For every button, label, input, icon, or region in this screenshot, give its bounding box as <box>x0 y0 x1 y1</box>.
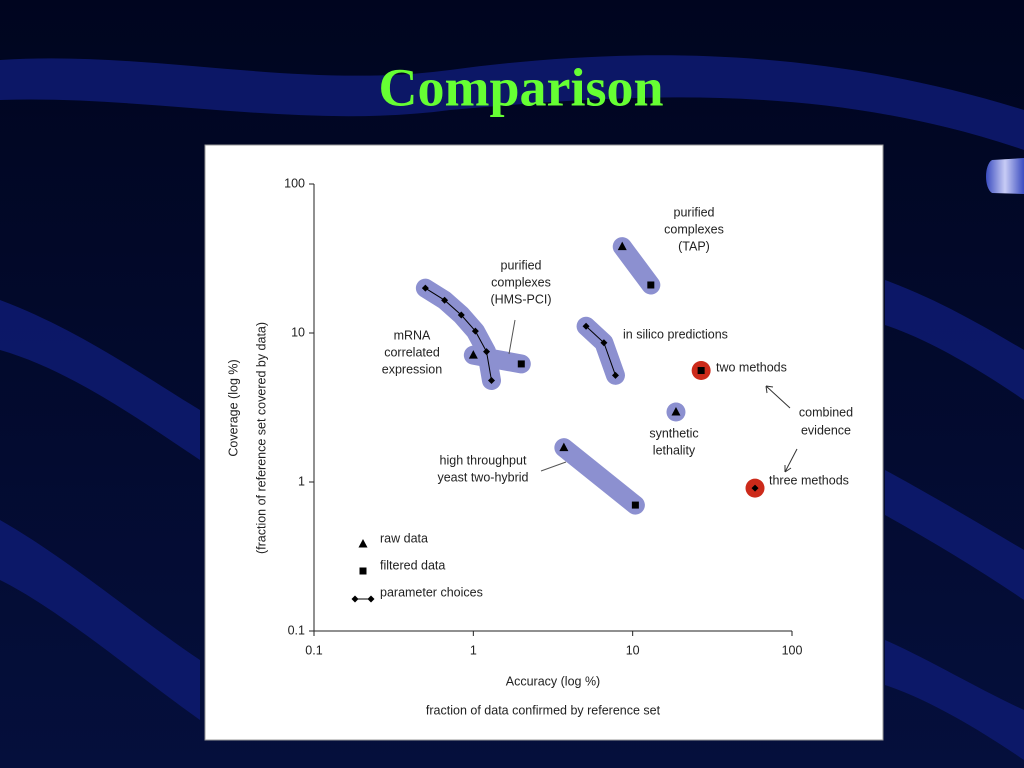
chart: 0.1 1 10 100 0.1 1 10 100 Accuracy (log %) fracti… <box>226 176 853 717</box>
arrow <box>765 385 791 409</box>
annotation: combined <box>799 405 853 419</box>
series-label: expression <box>382 362 442 376</box>
series-label: synthetic <box>649 426 698 440</box>
series-label: correlated <box>384 345 440 359</box>
background-waves <box>0 55 1024 760</box>
series-label: yeast two-hybrid <box>437 470 528 484</box>
arrow <box>784 448 798 473</box>
square-marker <box>517 360 525 368</box>
diamond-marker <box>600 339 608 347</box>
series-label: three methods <box>769 473 849 487</box>
series-label: (TAP) <box>678 239 710 253</box>
triangle-marker <box>468 350 478 359</box>
y-tick-label: 10 <box>291 325 305 339</box>
series-label: purified <box>501 258 542 272</box>
diamond-marker <box>441 296 449 304</box>
square-marker <box>631 501 639 509</box>
y-tick-label: 0.1 <box>288 623 305 637</box>
series-label: lethality <box>653 443 696 457</box>
diamond-marker <box>582 322 590 330</box>
triangle-marker <box>617 241 627 251</box>
diamond-marker <box>421 284 429 292</box>
series-label: complexes <box>664 222 724 236</box>
y-axis-label: Coverage (log %) <box>226 359 240 456</box>
leader-line <box>540 461 567 472</box>
decor-tab <box>986 158 1024 194</box>
legend-label: parameter choices <box>380 585 483 599</box>
cluster-highlight <box>612 237 661 295</box>
x-tick-label: 1 <box>470 643 477 657</box>
y-tick-label: 1 <box>298 474 305 488</box>
series-label: mRNA <box>394 328 431 342</box>
cluster-highlight <box>463 345 531 374</box>
diamond-marker <box>367 595 375 603</box>
series-label: complexes <box>491 275 551 289</box>
x-axis-label: Accuracy (log %) <box>506 674 600 688</box>
diamond-marker <box>751 484 759 492</box>
y-axis-sublabel: (fraction of reference set covered by da… <box>254 322 268 554</box>
square-marker <box>359 567 367 575</box>
series-label: two methods <box>716 360 787 374</box>
legend-label: raw data <box>380 531 428 545</box>
chart-panel <box>204 144 884 741</box>
legend-label: filtered data <box>380 558 445 572</box>
annotation: evidence <box>801 423 851 437</box>
x-tick-label: 0.1 <box>305 643 322 657</box>
y-tick-label: 100 <box>284 176 305 190</box>
series-label: (HMS-PCI) <box>490 292 551 306</box>
x-tick-label: 10 <box>626 643 640 657</box>
parameter-line <box>425 287 492 381</box>
diamond-marker <box>611 371 619 379</box>
x-axis-sublabel: fraction of data confirmed by reference … <box>426 703 661 717</box>
series-label: high throughput <box>440 453 527 467</box>
x-tick-label: 100 <box>782 643 803 657</box>
triangle-marker <box>358 539 368 548</box>
diamond-marker <box>483 348 491 356</box>
triangle-marker <box>559 442 569 452</box>
square-marker <box>697 367 705 375</box>
slide-title: Comparison <box>378 57 663 117</box>
diamond-marker <box>351 595 359 603</box>
triangle-marker <box>671 406 681 416</box>
leader-line <box>508 319 516 355</box>
series-label: in silico predictions <box>623 327 728 341</box>
series-label: purified <box>674 205 715 219</box>
square-marker <box>647 281 655 289</box>
diamond-marker <box>471 327 479 335</box>
diamond-marker <box>457 311 465 319</box>
cluster-highlight <box>554 438 645 515</box>
diamond-marker <box>487 376 495 384</box>
